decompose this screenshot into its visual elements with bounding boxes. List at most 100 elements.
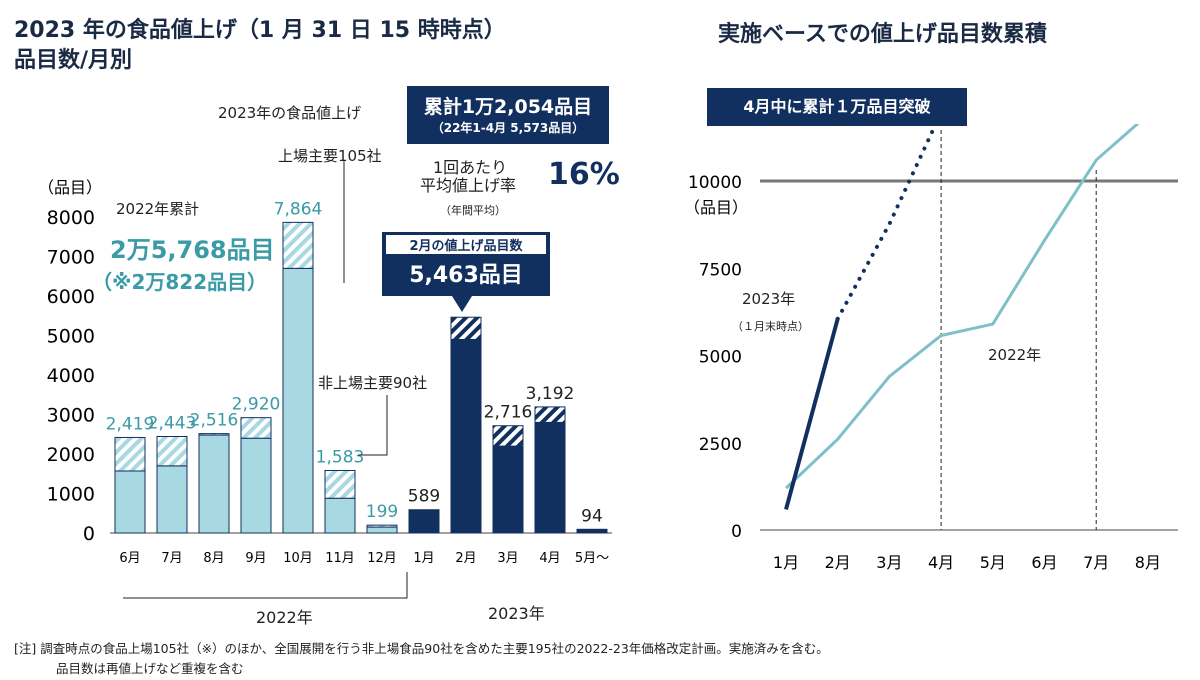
bar-unlisted <box>282 221 314 269</box>
food-2023-label: 2023年の食品値上げ <box>218 104 362 122</box>
y-tick-label: 1000 <box>47 484 95 506</box>
x-tick-label: 2月 <box>825 553 851 572</box>
data-label: 2,716 <box>484 403 533 423</box>
line-2023-label: 2023年 <box>742 290 796 308</box>
x-tick-label: 9月 <box>245 551 266 566</box>
x-tick-label: 1月 <box>413 551 434 566</box>
bar-listed <box>324 497 356 534</box>
feb-callout-pointer <box>452 296 472 312</box>
data-label: 2,920 <box>232 395 281 415</box>
data-label: 2,419 <box>106 414 155 434</box>
cumulative-main: 累計1万2,054品目 <box>423 96 593 118</box>
bar-listed <box>114 470 146 534</box>
y-tick-label: 8000 <box>47 207 95 229</box>
x-tick-label: 5月 <box>980 553 1006 572</box>
right-title: 実施ベースでの値上げ品目数累積 <box>718 22 1047 47</box>
line-2023 <box>784 318 840 510</box>
x-tick-label: 6月 <box>119 551 140 566</box>
bar-unlisted <box>450 316 482 340</box>
x-tick-label: 3月 <box>876 553 902 572</box>
bar-unlisted <box>198 433 230 436</box>
bar-unlisted <box>324 469 356 499</box>
x-tick-label: 8月 <box>203 551 224 566</box>
bar-listed <box>450 338 482 534</box>
x-tick-label: 6月 <box>1031 553 1057 572</box>
data-label: 1,583 <box>316 447 365 467</box>
line-2022 <box>784 124 1140 490</box>
listed-label: 上場主要105社 <box>278 147 382 165</box>
bar-unlisted <box>534 406 566 423</box>
x-tick-label: 3月 <box>497 551 518 566</box>
x-tick-label: 2月 <box>455 551 476 566</box>
bar-listed <box>198 434 230 534</box>
bar-listed <box>534 421 566 534</box>
year-2022-label: 2022年 <box>256 608 313 627</box>
left-subtitle: 品目数/月別 <box>14 48 133 73</box>
data-label: 7,864 <box>274 199 323 219</box>
bar-unlisted <box>114 436 146 472</box>
x-tick-label: 10月 <box>283 551 313 566</box>
data-label: 199 <box>366 502 398 522</box>
unlisted-label: 非上場主要90社 <box>318 374 428 392</box>
y-tick-label: 0 <box>83 523 95 545</box>
bar-listed <box>492 445 524 534</box>
bar-unlisted <box>240 417 272 439</box>
footnote-line2: 品目数は再値上げなど重複を含む <box>56 661 244 676</box>
bar-listed <box>366 526 398 534</box>
x-tick-label: 1月 <box>773 553 799 572</box>
line-2023-projection <box>835 124 939 321</box>
line-2022-label: 2022年 <box>988 346 1042 364</box>
y-tick-label: 7000 <box>47 247 95 269</box>
footnote-line1: [注] 調査時点の食品上場105社（※）のほか、全国展開を行う非上場食品90社を… <box>14 641 829 656</box>
year-2023-label: 2023年 <box>488 604 545 623</box>
total-2022-value: 2万5,768品目 <box>110 236 275 264</box>
y-tick-label: 6000 <box>47 286 95 308</box>
data-label: 94 <box>581 506 603 526</box>
breakthrough-banner: 4月中に累計１万品目突破 <box>707 88 967 126</box>
left-title: 2023 年の食品値上げ（1 月 31 日 15 時時点） <box>14 18 506 43</box>
y-tick-label: 10000 <box>688 173 742 193</box>
data-label: 2,443 <box>148 414 197 434</box>
y-tick-label: 2000 <box>47 444 95 466</box>
data-label: 2,516 <box>190 411 239 431</box>
y-tick-label: 5000 <box>47 326 95 348</box>
unlisted-leader <box>358 395 388 456</box>
y-tick-label: 2500 <box>699 435 742 455</box>
cumulative-box: 累計1万2,054品目 （22年1-4月 5,573品目） <box>407 86 609 144</box>
feb-callout: 2月の値上げ品目数 5,463品目 <box>382 232 550 296</box>
bar-unlisted <box>366 524 398 528</box>
y-axis-label: （品目） <box>684 198 748 217</box>
bar-unlisted <box>492 425 524 447</box>
cumulative-sub: （22年1-4月 5,573品目） <box>431 121 585 135</box>
y-axis-label: （品目） <box>38 178 102 197</box>
x-tick-label: 4月 <box>928 553 954 572</box>
x-tick-label: 12月 <box>367 551 397 566</box>
bar-unlisted <box>156 436 188 467</box>
avg-rate-sub: （年間平均） <box>440 204 506 217</box>
x-tick-label: 8月 <box>1135 553 1161 572</box>
year-2022-bracket <box>123 572 408 599</box>
total-2022-label: 2022年累計 <box>116 200 200 218</box>
x-tick-label: 11月 <box>325 551 355 566</box>
x-tick-label: 5月～ <box>575 551 609 566</box>
bar-listed <box>240 437 272 534</box>
y-tick-label: 4000 <box>47 365 95 387</box>
x-tick-label: 7月 <box>1083 553 1109 572</box>
feb-value: 5,463品目 <box>409 263 523 288</box>
y-tick-label: 3000 <box>47 405 95 427</box>
total-2022-listed: （※2万822品目） <box>92 270 268 294</box>
bar-listed <box>576 528 608 534</box>
y-tick-label: 7500 <box>699 260 742 280</box>
line-2023-sub: （１月末時点） <box>732 320 809 333</box>
data-label: 589 <box>408 487 440 507</box>
y-tick-label: 5000 <box>699 348 742 368</box>
feb-label: 2月の値上げ品目数 <box>386 235 546 254</box>
bar-listed <box>282 267 314 534</box>
avg-rate-label2: 平均値上げ率 <box>420 176 517 195</box>
avg-rate-label1: 1回あたり <box>433 158 508 177</box>
bar-listed <box>408 509 440 534</box>
bar-listed <box>156 465 188 534</box>
x-tick-label: 4月 <box>539 551 560 566</box>
